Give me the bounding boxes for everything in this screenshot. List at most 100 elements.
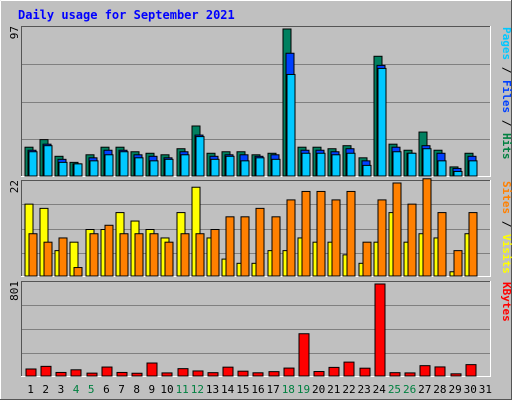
bar-kbytes-day-7	[116, 371, 128, 377]
day-label-15: 15	[236, 383, 249, 396]
day-label-2: 2	[42, 383, 49, 396]
day-label-25: 25	[388, 383, 401, 396]
bar-kbytes-day-1	[25, 368, 37, 377]
bar-sites-day-5	[89, 233, 99, 277]
bar-kbytes-day-23	[359, 367, 371, 377]
bar-sites-day-30	[468, 212, 478, 277]
day-label-22: 22	[342, 383, 355, 396]
bar-pages-day-16	[255, 157, 265, 177]
panel-bottom: 801 KBytes	[8, 281, 512, 377]
day-label-24: 24	[373, 383, 387, 396]
day-label-17: 17	[267, 383, 280, 396]
legend-top: Pages / Files / Hits	[500, 27, 512, 160]
legend-middle: Sites / Visits	[500, 181, 512, 274]
day-label-18: 18	[282, 383, 295, 396]
ymax-label-bottom: 801	[8, 281, 21, 301]
bar-pages-day-19	[301, 152, 311, 177]
day-label-8: 8	[133, 383, 140, 396]
bar-kbytes-day-4	[70, 369, 82, 377]
bar-kbytes-day-14	[222, 366, 234, 377]
day-label-1: 1	[27, 383, 34, 396]
bar-kbytes-day-27	[419, 365, 431, 377]
ymax-label-top: 97	[8, 26, 21, 39]
bar-kbytes-day-15	[237, 370, 249, 377]
chart-panels: 97 Pages / Files / Hits 22 Sites / Visits 80…	[8, 26, 512, 377]
legend-entry-middle-1: /	[500, 214, 512, 234]
day-label-6: 6	[103, 383, 110, 396]
panel-top: 97 Pages / Files / Hits	[8, 26, 512, 177]
bar-kbytes-day-28	[434, 366, 446, 377]
bar-pages-day-14	[225, 155, 235, 177]
day-label-21: 21	[327, 383, 340, 396]
bar-sites-day-29	[453, 250, 463, 277]
day-labels: 1 2 3 4 5 6 7 8 9 10 11 12 13 14 15 16 17 18 19 20 21 22 23 24 2…	[27, 383, 492, 396]
bar-pages-day-1	[28, 151, 38, 177]
day-label-4: 4	[73, 383, 80, 396]
day-label-16: 16	[251, 383, 264, 396]
bar-sites-day-19	[301, 190, 311, 277]
bar-sites-day-24	[377, 199, 387, 277]
bar-pages-day-10	[164, 158, 174, 177]
bar-pages-day-8	[134, 157, 144, 177]
bar-pages-day-6	[104, 154, 114, 177]
bar-pages-day-5	[89, 160, 99, 177]
bar-kbytes-day-18	[283, 367, 295, 377]
bar-pages-day-15	[240, 160, 250, 177]
bar-sites-day-7	[119, 233, 129, 277]
day-label-20: 20	[312, 383, 325, 396]
legend-entry-top-3: /	[500, 113, 512, 133]
bar-pages-day-20	[316, 152, 326, 177]
bar-sites-day-17	[271, 216, 281, 277]
bar-sites-day-25	[392, 182, 402, 277]
bar-sites-day-9	[149, 233, 159, 277]
bar-sites-day-2	[43, 241, 53, 277]
bar-pages-day-13	[210, 158, 220, 177]
ymax-label-middle: 22	[8, 180, 21, 193]
bar-kbytes-day-22	[343, 361, 355, 377]
bar-kbytes-day-3	[55, 371, 67, 377]
bar-kbytes-day-6	[101, 366, 113, 377]
day-label-11: 11	[176, 383, 189, 396]
bar-sites-day-11	[180, 233, 190, 277]
day-label-23: 23	[358, 383, 371, 396]
bar-pages-day-30	[468, 160, 478, 177]
bar-kbytes-day-11	[177, 368, 189, 377]
bar-sites-day-6	[104, 224, 114, 277]
bar-pages-day-12	[195, 136, 205, 177]
bar-sites-day-15	[240, 216, 250, 277]
bar-kbytes-day-26	[404, 372, 416, 377]
legend-entry-top-2: Files	[500, 80, 512, 113]
bar-pages-day-2	[43, 145, 53, 177]
bar-sites-day-26	[407, 203, 417, 277]
bar-pages-day-27	[422, 148, 432, 177]
bar-pages-day-26	[407, 152, 417, 177]
bar-sites-day-4	[73, 267, 83, 277]
bar-sites-day-13	[210, 229, 220, 277]
legend-entry-middle-0: Sites	[500, 181, 512, 214]
bar-pages-day-24	[377, 67, 387, 177]
bar-pages-day-4	[73, 163, 83, 177]
bar-sites-day-28	[437, 212, 447, 277]
legend-bottom: KBytes	[500, 282, 512, 322]
bar-pages-day-29	[453, 170, 463, 177]
legend-entry-top-0: Pages	[500, 27, 512, 60]
legend-entry-middle-2: Visits	[500, 234, 512, 274]
bar-sites-day-14	[225, 216, 235, 277]
legend-entry-top-1: /	[500, 60, 512, 80]
day-label-31: 31	[479, 383, 492, 396]
bar-kbytes-day-19	[298, 333, 310, 377]
bar-pages-day-23	[362, 164, 372, 177]
bar-sites-day-16	[255, 207, 265, 277]
bar-sites-day-20	[316, 190, 326, 277]
bar-kbytes-day-2	[40, 365, 52, 377]
bar-pages-day-21	[331, 154, 341, 177]
bar-sites-day-10	[164, 241, 174, 277]
chart-title: Daily usage for September 2021	[18, 8, 235, 22]
bar-pages-day-9	[149, 160, 159, 177]
day-label-19: 19	[297, 383, 310, 396]
bar-pages-day-22	[346, 152, 356, 177]
bar-kbytes-day-25	[389, 372, 401, 377]
bar-kbytes-day-20	[313, 371, 325, 377]
